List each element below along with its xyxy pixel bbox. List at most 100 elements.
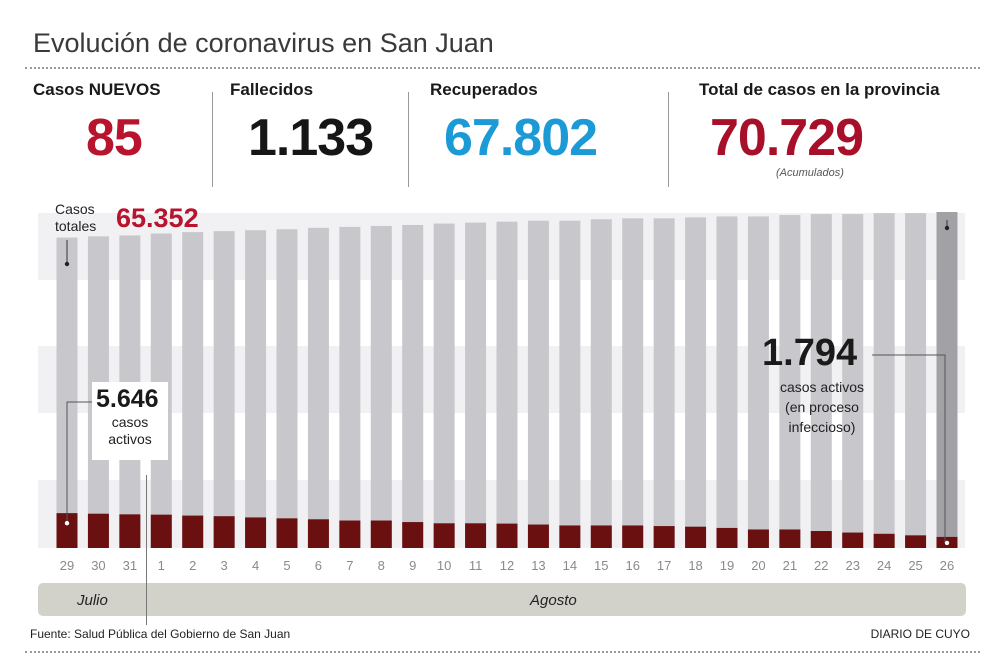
x-tick-label: 2 (189, 558, 196, 573)
x-tick-label: 6 (315, 558, 322, 573)
bar-active (590, 525, 612, 548)
bar-active (119, 514, 141, 548)
bar-total (56, 237, 78, 548)
brand: DIARIO DE CUYO (870, 627, 970, 641)
leader-dot (64, 520, 70, 526)
x-tick-label: 5 (283, 558, 290, 573)
stat-value-new: 85 (86, 109, 143, 167)
x-tick-label: 7 (346, 558, 353, 573)
x-tick-label: 29 (60, 558, 74, 573)
bar-active (465, 523, 487, 548)
x-tick-label: 30 (91, 558, 105, 573)
x-tick-label: 18 (688, 558, 702, 573)
bar-active (527, 524, 549, 548)
active-end-line: casos activos (779, 379, 865, 395)
bar-total (213, 231, 235, 548)
bar-total (402, 224, 424, 549)
bar-total (307, 227, 329, 548)
total-label: Casos totales (55, 201, 97, 234)
stat-value-recovered: 67.802 (444, 109, 598, 167)
bar-active (370, 520, 392, 548)
stat-label-new: Casos NUEVOS (33, 80, 161, 99)
bar-active (747, 529, 769, 548)
bar-active (182, 515, 204, 548)
bar-total (590, 219, 612, 548)
label-backdrop (92, 382, 168, 460)
bar-total (716, 216, 738, 548)
source-note: Fuente: Salud Pública del Gobierno de Sa… (30, 627, 291, 641)
stat-note-total: (Acumulados) (776, 167, 844, 179)
x-tick-label: 23 (845, 558, 859, 573)
divider (212, 92, 213, 187)
x-tick-label: 8 (378, 558, 385, 573)
x-tick-label: 1 (158, 558, 165, 573)
x-tick-label: 3 (221, 558, 228, 573)
bar-total (433, 223, 455, 548)
bar-total (653, 218, 675, 548)
active-start-value: 5.646 (96, 385, 159, 413)
x-tick-label: 17 (657, 558, 671, 573)
leader-dot (944, 225, 950, 231)
x-tick-label: 21 (783, 558, 797, 573)
leader-dot (64, 261, 70, 267)
stat-label-recovered: Recuperados (430, 80, 538, 99)
bar-total (465, 222, 487, 548)
x-tick-label: 20 (751, 558, 765, 573)
month-separator (146, 475, 147, 625)
x-tick-label: 9 (409, 558, 416, 573)
bar-total (936, 212, 958, 548)
bar-active (685, 526, 707, 548)
x-tick-label: 10 (437, 558, 451, 573)
bar-total (559, 220, 581, 548)
stat-label-deaths: Fallecidos (230, 80, 314, 99)
divider-bottom (25, 651, 980, 653)
active-end-line: infeccioso) (788, 419, 856, 435)
bar-active (779, 529, 801, 548)
x-tick-label: 31 (123, 558, 137, 573)
x-tick-label: 11 (469, 558, 483, 573)
bar-active (842, 532, 864, 548)
bar-active (716, 527, 738, 548)
bar-active (56, 513, 78, 548)
bar-total (339, 226, 361, 549)
bar-active (653, 526, 675, 548)
bar-active (559, 525, 581, 548)
stat-value-deaths: 1.133 (248, 109, 374, 167)
bar-active (433, 523, 455, 548)
page-title: Evolución de coronavirus en San Juan (33, 28, 494, 58)
bar-total (370, 225, 392, 548)
active-end-line: (en proceso (785, 399, 859, 415)
bar-active (810, 531, 832, 548)
x-tick-label: 13 (531, 558, 545, 573)
divider (408, 92, 409, 187)
x-tick-label: 19 (720, 558, 734, 573)
divider (668, 92, 669, 187)
leader-dot (944, 540, 950, 546)
bar-active (496, 523, 518, 548)
bar-total (873, 213, 895, 548)
bar-active (150, 514, 172, 548)
bar-active (307, 519, 329, 548)
bar-total (245, 230, 267, 549)
bar-total (527, 220, 549, 548)
x-tick-label: 4 (252, 558, 259, 573)
x-tick-label: 16 (625, 558, 639, 573)
month-label-julio: Julio (77, 592, 108, 609)
leader-line (66, 401, 92, 524)
stat-label-total: Total de casos en la provincia (699, 80, 940, 99)
bar-active (276, 518, 298, 548)
x-tick-label: 25 (908, 558, 922, 573)
x-tick-label: 24 (877, 558, 891, 573)
bar-total (685, 217, 707, 548)
bar-total (276, 229, 298, 548)
month-label-agosto: Agosto (530, 592, 577, 609)
active-end-value: 1.794 (762, 332, 858, 374)
bar-total (779, 214, 801, 548)
bar-total (810, 214, 832, 549)
bar-active (873, 533, 895, 548)
bar-total (182, 232, 204, 549)
x-tick-label: 12 (500, 558, 514, 573)
x-tick-label: 26 (940, 558, 954, 573)
bar-total (622, 218, 644, 548)
